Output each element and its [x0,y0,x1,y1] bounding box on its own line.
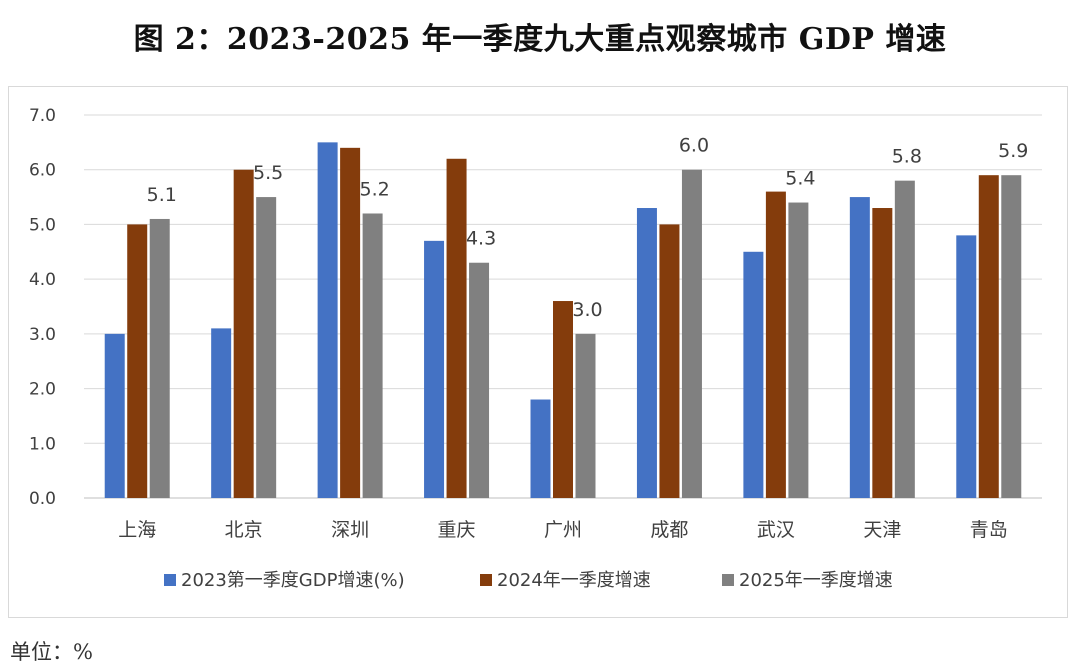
data-label: 5.9 [998,140,1028,162]
y-tick-label: 0.0 [29,489,56,509]
bar [765,191,786,498]
legend-swatch [722,574,734,586]
x-category-label: 北京 [225,519,263,541]
bar [659,224,680,498]
legend-label: 2023第一季度GDP增速(%) [181,570,405,591]
legend-label: 2024年一季度增速 [497,570,651,591]
data-labels: 5.1 5.5 5.2 4.3 3.0 6.0 5.4 5.8 5.9 [147,135,1029,321]
y-tick-label: 4.0 [29,270,56,290]
y-tick-label: 7.0 [29,106,56,126]
x-axis-categories: 上海 北京 深圳 重庆 广州 成都 武汉 天津 青岛 [118,519,1008,541]
bar [872,208,893,498]
y-tick-label: 5.0 [29,215,56,235]
legend: 2023第一季度GDP增速(%) 2024年一季度增速 2025年一季度增速 [164,570,893,591]
data-label: 6.0 [679,135,709,157]
x-category-label: 广州 [544,519,582,541]
y-tick-label: 6.0 [29,161,56,181]
bars [104,142,1022,499]
x-category-label: 成都 [650,519,688,541]
bar [446,158,467,498]
data-label: 5.2 [360,178,390,200]
bar [233,169,254,498]
x-category-label: 武汉 [757,519,795,541]
bar [530,399,551,498]
bar [127,224,148,498]
legend-label: 2025年一季度增速 [739,570,893,591]
x-category-label: 重庆 [438,519,476,541]
bar [256,197,277,499]
bar [1001,175,1022,498]
x-category-label: 青岛 [970,519,1008,541]
bar [211,328,232,498]
bar [340,147,361,499]
bar [849,197,870,499]
legend-swatch [164,574,176,586]
data-label: 5.5 [253,162,283,184]
x-category-label: 天津 [863,519,901,541]
legend-swatch [480,574,492,586]
bar [743,251,764,498]
x-category-label: 上海 [118,519,156,541]
bar-chart: 0.0 1.0 2.0 3.0 4.0 5.0 6.0 7.0 上海 北京 深圳 重庆 广州 成都 武汉 天… [29,106,1042,591]
y-tick-label: 3.0 [29,325,56,345]
bar [788,202,809,499]
data-label: 3.0 [572,299,602,321]
unit-note: 单位：% [10,640,93,664]
bar [362,213,383,498]
bar [681,169,702,498]
bar [104,333,125,498]
bar [894,180,915,498]
data-label: 5.1 [147,184,177,206]
data-label: 5.4 [785,168,815,190]
y-axis-ticks: 0.0 1.0 2.0 3.0 4.0 5.0 6.0 7.0 [29,106,56,509]
bar [636,208,657,498]
bar [575,333,596,498]
y-tick-label: 2.0 [29,380,56,400]
y-tick-label: 1.0 [29,434,56,454]
bar [469,262,490,498]
bar [553,301,573,498]
data-label: 4.3 [466,228,496,250]
bar [317,142,338,498]
chart-title: 图 2：2023-2025 年一季度九大重点观察城市 GDP 增速 [133,22,947,57]
data-label: 5.8 [892,146,922,168]
bar [424,240,445,499]
bar [978,175,999,498]
bar [149,218,170,498]
bar [956,235,977,498]
x-category-label: 深圳 [331,519,369,541]
